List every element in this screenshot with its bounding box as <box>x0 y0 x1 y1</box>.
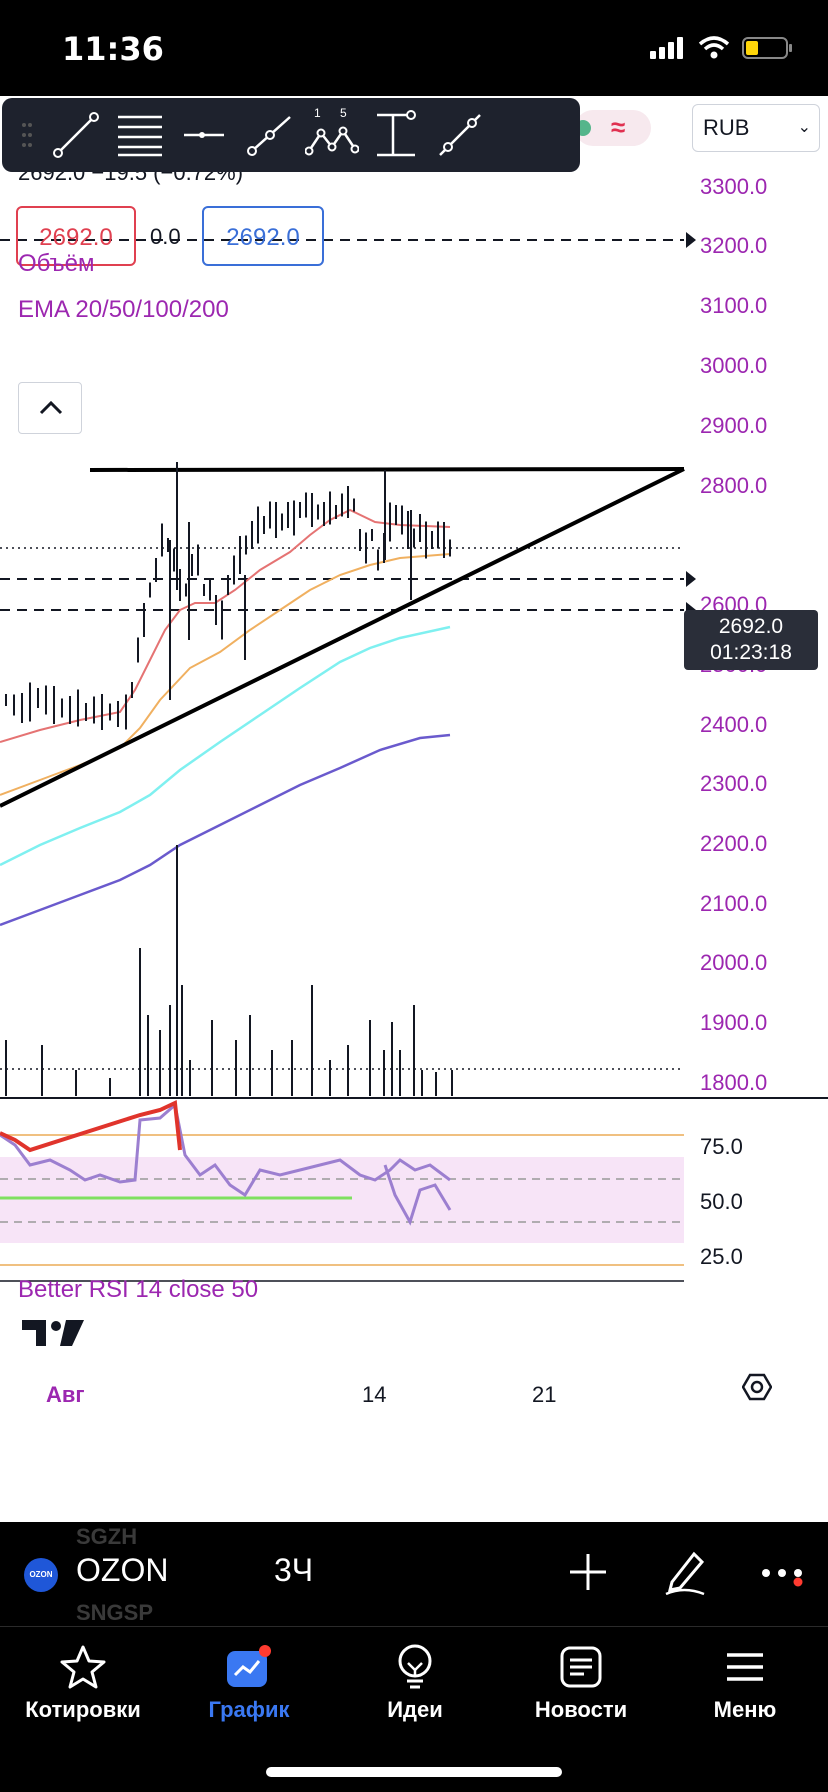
axis-label: 2100.0 <box>700 891 768 916</box>
lightbulb-icon <box>398 1644 432 1689</box>
pattern-tool-icon[interactable]: 1 5 <box>300 98 364 172</box>
add-icon[interactable] <box>566 1550 610 1594</box>
level-3200-marker <box>686 232 696 248</box>
rsi-axis-label: 25.0 <box>700 1244 743 1269</box>
tab-chart[interactable]: График <box>166 1641 332 1723</box>
star-icon <box>60 1645 106 1689</box>
tab-label: Идеи <box>387 1697 443 1722</box>
tab-label: Меню <box>713 1697 777 1722</box>
price-range-tool-icon[interactable] <box>364 98 428 172</box>
last-price-tag: 2692.0 01:23:18 <box>684 610 818 670</box>
bar-countdown: 01:23:18 <box>710 641 792 664</box>
tab-ideas[interactable]: Идеи <box>332 1641 498 1723</box>
axis-label: 3300.0 <box>700 174 768 199</box>
axis-label: 3100.0 <box>700 293 768 318</box>
axis-label: 2400.0 <box>700 712 768 737</box>
indicator-volume[interactable]: Объём <box>18 250 95 277</box>
axis-label: 1900.0 <box>700 1010 768 1035</box>
status-time: 11:36 <box>62 30 164 68</box>
fib-retracement-tool-icon[interactable] <box>108 98 172 172</box>
support-trendline[interactable] <box>0 467 685 808</box>
trend-line-tool-icon[interactable] <box>44 98 108 172</box>
rsi-axis-label: 75.0 <box>700 1134 743 1159</box>
time-axis-label: 14 <box>362 1382 387 1407</box>
rsi-line <box>0 1102 451 1198</box>
news-icon <box>560 1646 602 1688</box>
drag-handle-icon[interactable] <box>10 98 44 172</box>
signal-icon <box>650 37 683 59</box>
approx-icon: ≈ <box>611 112 626 142</box>
chevron-up-icon <box>39 400 63 415</box>
symbol-logo: OZON <box>24 1558 58 1592</box>
time-axis-label: 21 <box>532 1382 557 1407</box>
battery-icon <box>742 37 792 59</box>
chart-area[interactable]: 1 5 ≈ RUB ⌄ 2692.0 −19.5 (−0.72%) 2692.0… <box>0 96 828 1522</box>
resistance-line[interactable] <box>89 467 685 472</box>
currency-select[interactable]: RUB ⌄ <box>692 104 820 152</box>
axis-label: 2800.0 <box>700 473 768 498</box>
tab-menu[interactable]: Меню <box>662 1641 828 1723</box>
axis-label: 3000.0 <box>700 353 768 378</box>
more-icon[interactable] <box>760 1558 804 1588</box>
interval-selector[interactable]: 3Ч <box>274 1552 314 1588</box>
symbol-bar: SGZH OZON OZON 3Ч SNGSP <box>0 1522 828 1625</box>
ray-tool-icon[interactable] <box>236 98 300 172</box>
spread-value: 0.0 <box>150 224 181 249</box>
pattern-mark-1: 1 <box>314 106 321 120</box>
collapse-indicators-button[interactable] <box>18 382 82 434</box>
chevron-down-icon: ⌄ <box>797 119 811 136</box>
hamburger-icon <box>727 1653 763 1681</box>
tab-quotes[interactable]: Котировки <box>0 1641 166 1723</box>
price-bars <box>5 462 451 730</box>
level-2640-marker <box>686 571 696 587</box>
tab-label: Котировки <box>25 1697 141 1722</box>
status-bar: 11:36 <box>0 0 828 96</box>
parallel-channel-tool-icon[interactable] <box>428 98 492 172</box>
wifi-icon <box>698 36 730 59</box>
symbol-ticker[interactable]: OZON <box>76 1552 169 1588</box>
ema100-line <box>0 625 451 867</box>
axis-label: 1800.0 <box>700 1070 768 1095</box>
ema50-line <box>0 553 451 796</box>
axis-label: 2300.0 <box>700 771 768 796</box>
time-axis-label: Авг <box>46 1382 85 1407</box>
drawing-toolbar: 1 5 <box>2 98 580 172</box>
tab-news[interactable]: Новости <box>498 1641 664 1723</box>
axis-label: 2200.0 <box>700 831 768 856</box>
horizontal-line-tool-icon[interactable] <box>172 98 236 172</box>
axis-label: 2900.0 <box>700 413 768 438</box>
pencil-icon[interactable] <box>664 1548 708 1596</box>
ema20-line <box>0 508 451 743</box>
tab-label: Новости <box>534 1697 628 1722</box>
indicator-ema[interactable]: EMA 20/50/100/200 <box>18 296 229 323</box>
chart-canvas[interactable] <box>0 96 828 1522</box>
ghost-ticker: SGZH <box>76 1524 138 1549</box>
volume-bars <box>5 845 453 1096</box>
sell-price-button[interactable]: 2692.0 <box>16 206 136 266</box>
rsi-overbought-segment <box>0 1100 182 1153</box>
chart-settings-icon[interactable] <box>742 1372 772 1402</box>
last-price-value: 2692.0 <box>718 615 784 638</box>
rsi-axis-label: 50.0 <box>700 1189 743 1214</box>
chart-tab-icon <box>227 1645 271 1687</box>
rsi-zone <box>0 1157 684 1243</box>
tradingview-logo-icon <box>22 1320 84 1346</box>
tab-bar: Котировки График Идеи Новости Меню <box>0 1626 828 1792</box>
ghost-ticker: SNGSP <box>76 1600 154 1625</box>
axis-label: 2000.0 <box>700 950 768 975</box>
status-icons <box>650 36 794 60</box>
currency-value: RUB <box>703 115 750 140</box>
rsi-indicator-title[interactable]: Better RSI 14 close 50 <box>18 1276 259 1303</box>
ema200-line <box>0 733 451 927</box>
axis-label: 3200.0 <box>700 233 768 258</box>
pattern-mark-5: 5 <box>340 106 347 120</box>
home-indicator <box>266 1767 562 1777</box>
buy-price-button[interactable]: 2692.0 <box>202 206 324 266</box>
tab-label: График <box>208 1697 290 1722</box>
rsi-line-tail <box>383 1164 452 1226</box>
compare-toggle[interactable]: ≈ <box>575 110 651 146</box>
